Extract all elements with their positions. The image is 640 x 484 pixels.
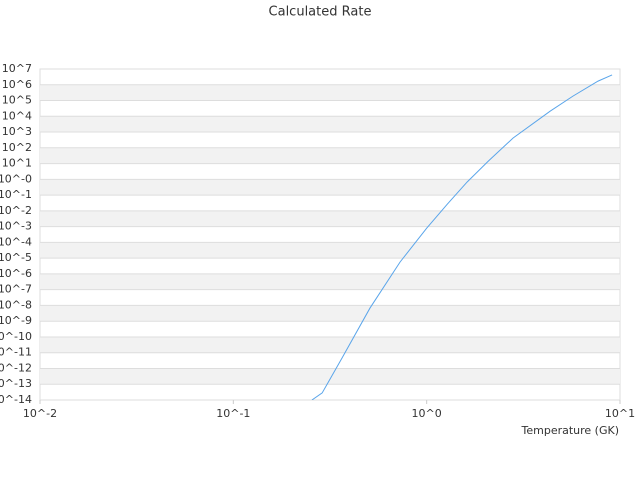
x-axis-label: Temperature (GK) — [521, 424, 620, 437]
grid-band — [40, 116, 620, 133]
y-tick-label: 10^4 — [2, 109, 32, 122]
y-tick-label: 10^-7 — [0, 283, 32, 296]
grid-band — [40, 242, 620, 259]
chart-title: Calculated Rate — [269, 5, 372, 20]
y-tick-label: 10^2 — [2, 141, 32, 154]
y-tick-label: 10^-6 — [0, 267, 32, 280]
data-line — [311, 74, 613, 400]
grid-band — [40, 273, 620, 290]
y-tick-label: 10^-1 — [0, 188, 32, 201]
y-tick-label: 10^-0 — [0, 172, 32, 185]
grid-band — [40, 336, 620, 353]
y-tick-label: 10^-13 — [0, 377, 32, 390]
x-tick-label: 10^-2 — [23, 407, 57, 420]
y-tick-label: 10^-9 — [0, 314, 32, 327]
y-tick-label: 10^-14 — [0, 393, 32, 406]
y-tick-label: 10^-12 — [0, 361, 32, 374]
y-tick-label: 10^5 — [2, 94, 32, 107]
grid-band — [40, 147, 620, 164]
y-tick-label: 10^-5 — [0, 251, 32, 264]
grid-band — [40, 210, 620, 227]
grid-band — [40, 368, 620, 385]
grid-band — [40, 305, 620, 322]
y-tick-label: 10^-8 — [0, 298, 32, 311]
grid-band — [40, 84, 620, 101]
y-tick-label: 10^-2 — [0, 204, 32, 217]
y-tick-label: 10^-4 — [0, 235, 32, 248]
y-tick-label: 10^-11 — [0, 346, 32, 359]
y-tick-label: 10^1 — [2, 157, 32, 170]
x-tick-label: 10^1 — [605, 407, 635, 420]
x-tick-label: 10^0 — [412, 407, 442, 420]
grid-band — [40, 179, 620, 196]
y-tick-label: 10^-10 — [0, 330, 32, 343]
y-tick-label: 10^7 — [2, 62, 32, 75]
y-tick-label: 10^-3 — [0, 220, 32, 233]
y-tick-label: 10^6 — [2, 78, 32, 91]
x-tick-label: 10^-1 — [216, 407, 250, 420]
y-tick-label: 10^3 — [2, 125, 32, 138]
